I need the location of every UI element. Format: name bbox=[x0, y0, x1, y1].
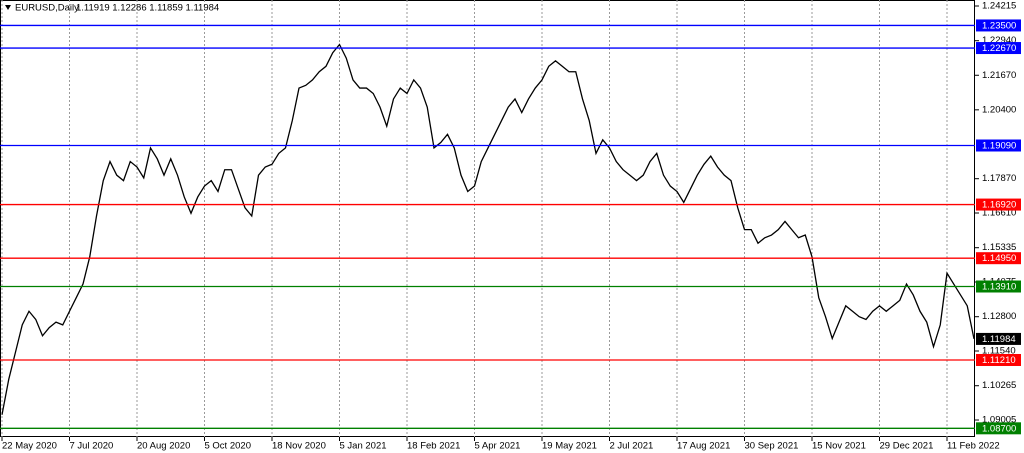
x-tick-label: 29 Dec 2021 bbox=[880, 441, 934, 452]
x-tick-label: 22 May 2020 bbox=[2, 441, 57, 452]
menu-arrow[interactable] bbox=[5, 5, 11, 10]
x-tick-label: 2 Jul 2021 bbox=[610, 441, 654, 452]
x-tick-label: 7 Jul 2020 bbox=[70, 441, 114, 452]
x-tick-label: 20 Aug 2020 bbox=[137, 441, 190, 452]
current-price-label: 1.11984 bbox=[982, 334, 1016, 345]
x-tick-label: 19 May 2021 bbox=[542, 441, 597, 452]
x-tick-label: 5 Oct 2020 bbox=[205, 441, 251, 452]
x-tick-label: 18 Feb 2021 bbox=[407, 441, 460, 452]
x-tick-label: 15 Nov 2021 bbox=[812, 441, 866, 452]
level-tag bbox=[976, 252, 1021, 265]
y-tick-label: 1.24215 bbox=[982, 1, 1016, 12]
symbol-title: EURUSD,Daily bbox=[15, 3, 79, 14]
y-tick-label: 1.15335 bbox=[982, 242, 1016, 253]
level-label: 1.08700 bbox=[982, 423, 1016, 434]
level-label: 1.23500 bbox=[982, 20, 1016, 31]
price-line bbox=[1, 43, 975, 415]
x-tick-label: 5 Apr 2021 bbox=[475, 441, 521, 452]
level-tag bbox=[976, 198, 1021, 211]
level-label: 1.16920 bbox=[982, 200, 1016, 211]
level-tag bbox=[976, 139, 1021, 152]
level-tag bbox=[976, 422, 1021, 435]
x-tick-label: 17 Aug 2021 bbox=[677, 441, 730, 452]
x-tick-label: 5 Jan 2021 bbox=[340, 441, 387, 452]
level-label: 1.13910 bbox=[982, 282, 1016, 293]
level-label: 1.11210 bbox=[982, 355, 1016, 366]
level-label: 1.19090 bbox=[982, 141, 1016, 152]
level-label: 1.22670 bbox=[982, 43, 1016, 54]
y-tick-label: 1.10265 bbox=[982, 380, 1016, 391]
current-price-tag bbox=[976, 332, 1021, 345]
level-tag bbox=[976, 19, 1021, 32]
y-tick-label: 1.20400 bbox=[982, 104, 1016, 115]
level-tag bbox=[976, 280, 1021, 293]
x-tick-label: 30 Sep 2021 bbox=[745, 441, 799, 452]
y-tick-label: 1.22940 bbox=[982, 35, 1016, 46]
y-tick-label: 1.21670 bbox=[982, 70, 1016, 81]
x-tick-label: 11 Feb 2022 bbox=[947, 441, 1000, 452]
plot-frame bbox=[0, 0, 975, 437]
y-tick-label: 1.11540 bbox=[982, 346, 1016, 357]
level-tag bbox=[976, 353, 1021, 366]
ohlc-values: 1.11919 1.12286 1.11859 1.11984 bbox=[76, 3, 219, 14]
x-tick-label: 18 Nov 2020 bbox=[272, 441, 326, 452]
y-tick-label: 1.17870 bbox=[982, 173, 1016, 184]
level-label: 1.14950 bbox=[982, 253, 1016, 264]
y-tick-label: 1.12800 bbox=[982, 311, 1016, 322]
level-tag bbox=[976, 42, 1021, 55]
y-tick-label: 1.09005 bbox=[982, 415, 1016, 426]
y-tick-label: 1.16610 bbox=[982, 208, 1016, 219]
